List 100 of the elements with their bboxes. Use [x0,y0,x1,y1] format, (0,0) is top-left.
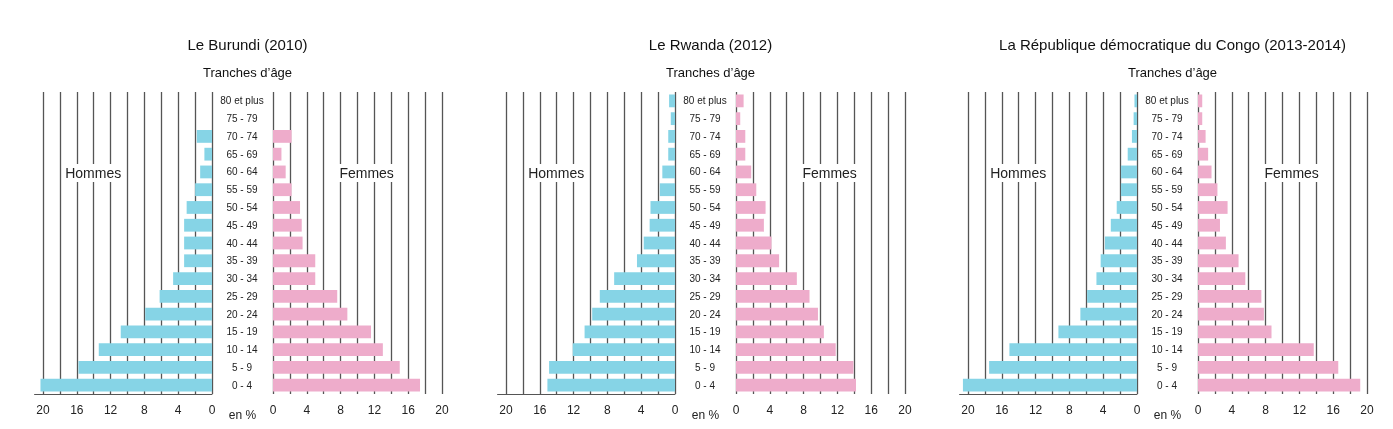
x-tick-label: 20 [897,403,912,417]
x-tick-label: 4 [1099,403,1107,417]
x-tick-label: 8 [1066,403,1074,417]
bar [599,289,675,303]
bar [1198,130,1206,143]
x-tick-label: 0 [732,403,740,417]
bar [1134,94,1137,108]
bar [98,343,212,356]
bar [273,325,372,339]
bar [1198,325,1272,339]
y-tick-label: 5 - 9 [694,361,715,373]
y-tick-label: 70 - 74 [688,130,721,142]
x-tick-label: 20 [36,403,50,417]
bar [1198,94,1203,108]
bar [661,165,675,179]
bar [1110,218,1137,232]
x-tick-label: 0 [269,403,277,417]
text: Femmes [339,165,394,181]
bar [735,236,771,250]
x-tick-label: 4 [637,403,645,417]
y-tick-label: 10 - 14 [226,344,258,356]
y-tick-label: 20 - 24 [226,308,258,320]
y-tick-label: 55 - 59 [226,184,258,196]
bar [200,165,212,179]
x-tick-label: 16 [864,403,878,417]
bar [159,289,212,303]
bar [120,325,212,339]
bar [186,201,212,214]
x-tick-label: 20 [1360,403,1374,417]
bar [78,360,212,374]
y-tick-label: 5 - 9 [1156,361,1178,373]
y-tick-label: 70 - 74 [1151,130,1183,142]
x-tick-label: 16 [401,403,416,417]
bar [735,130,745,143]
bar [273,343,383,356]
bar [735,325,824,339]
text: La République démocratique du Congo (2013-2014) [999,36,1346,53]
bar [636,254,675,268]
bar [195,183,212,197]
y-tick-label: 15 - 19 [226,326,258,338]
bar [1198,236,1226,250]
y-tick-label: 60 - 64 [226,166,258,178]
text: Hommes [990,165,1047,181]
y-tick-label: 40 - 44 [688,237,721,249]
text: Le Rwanda (2012) [648,36,772,53]
bar [1120,183,1137,197]
bar [1198,360,1339,374]
bar [1198,272,1246,285]
bar [1096,272,1137,285]
bar [735,147,745,161]
x-tick-label: 12 [566,403,581,417]
y-tick-label: 75 - 79 [226,113,258,125]
y-tick-label: 65 - 69 [226,148,258,160]
bar [273,183,292,197]
x-tick-label: 0 [208,403,216,417]
x-tick-label: 4 [765,403,773,417]
text: Tranches d’âge [202,65,293,80]
y-tick-label: 30 - 34 [226,273,258,285]
bar [1120,165,1137,179]
x-tick-label: 0 [671,403,679,417]
bar [1198,218,1220,232]
bar [273,307,348,321]
text: Femmes [1264,165,1319,181]
y-tick-label: 0 - 4 [694,379,715,391]
x-tick-label: 20 [435,403,449,417]
bar [273,289,338,303]
bar [1198,378,1361,392]
y-tick-label: 35 - 39 [1151,255,1183,267]
bar [1198,147,1209,161]
y-tick-label: 20 - 24 [1151,308,1183,320]
y-tick-label: 40 - 44 [226,237,258,249]
x-tick-label: 16 [1326,403,1341,417]
bar [735,360,853,374]
bar [273,378,421,392]
y-tick-label: 30 - 34 [1151,273,1183,285]
bar [1100,254,1137,268]
bar [735,289,810,303]
bar [1198,343,1314,356]
y-tick-label: 50 - 54 [688,201,721,213]
bar [670,112,675,126]
bar [735,378,856,392]
y-tick-label: 80 et plus [682,95,727,107]
bar [1087,289,1137,303]
y-tick-label: 15 - 19 [688,326,721,338]
y-tick-label: 20 - 24 [688,308,721,320]
bar [667,147,675,161]
bar [145,307,212,321]
text: Tranches d’âge [665,65,755,80]
y-tick-label: 0 - 4 [1156,379,1178,391]
x-tick-label: 8 [799,403,807,417]
bar [273,272,316,285]
bar [184,218,212,232]
x-tick-label: 20 [498,403,513,417]
x-axis-title: en % [691,408,719,422]
bar [1198,165,1212,179]
x-tick-label: 4 [303,403,311,417]
bar [273,130,292,143]
y-tick-label: 65 - 69 [688,148,721,160]
bar [1104,236,1137,250]
x-tick-label: 16 [532,403,547,417]
